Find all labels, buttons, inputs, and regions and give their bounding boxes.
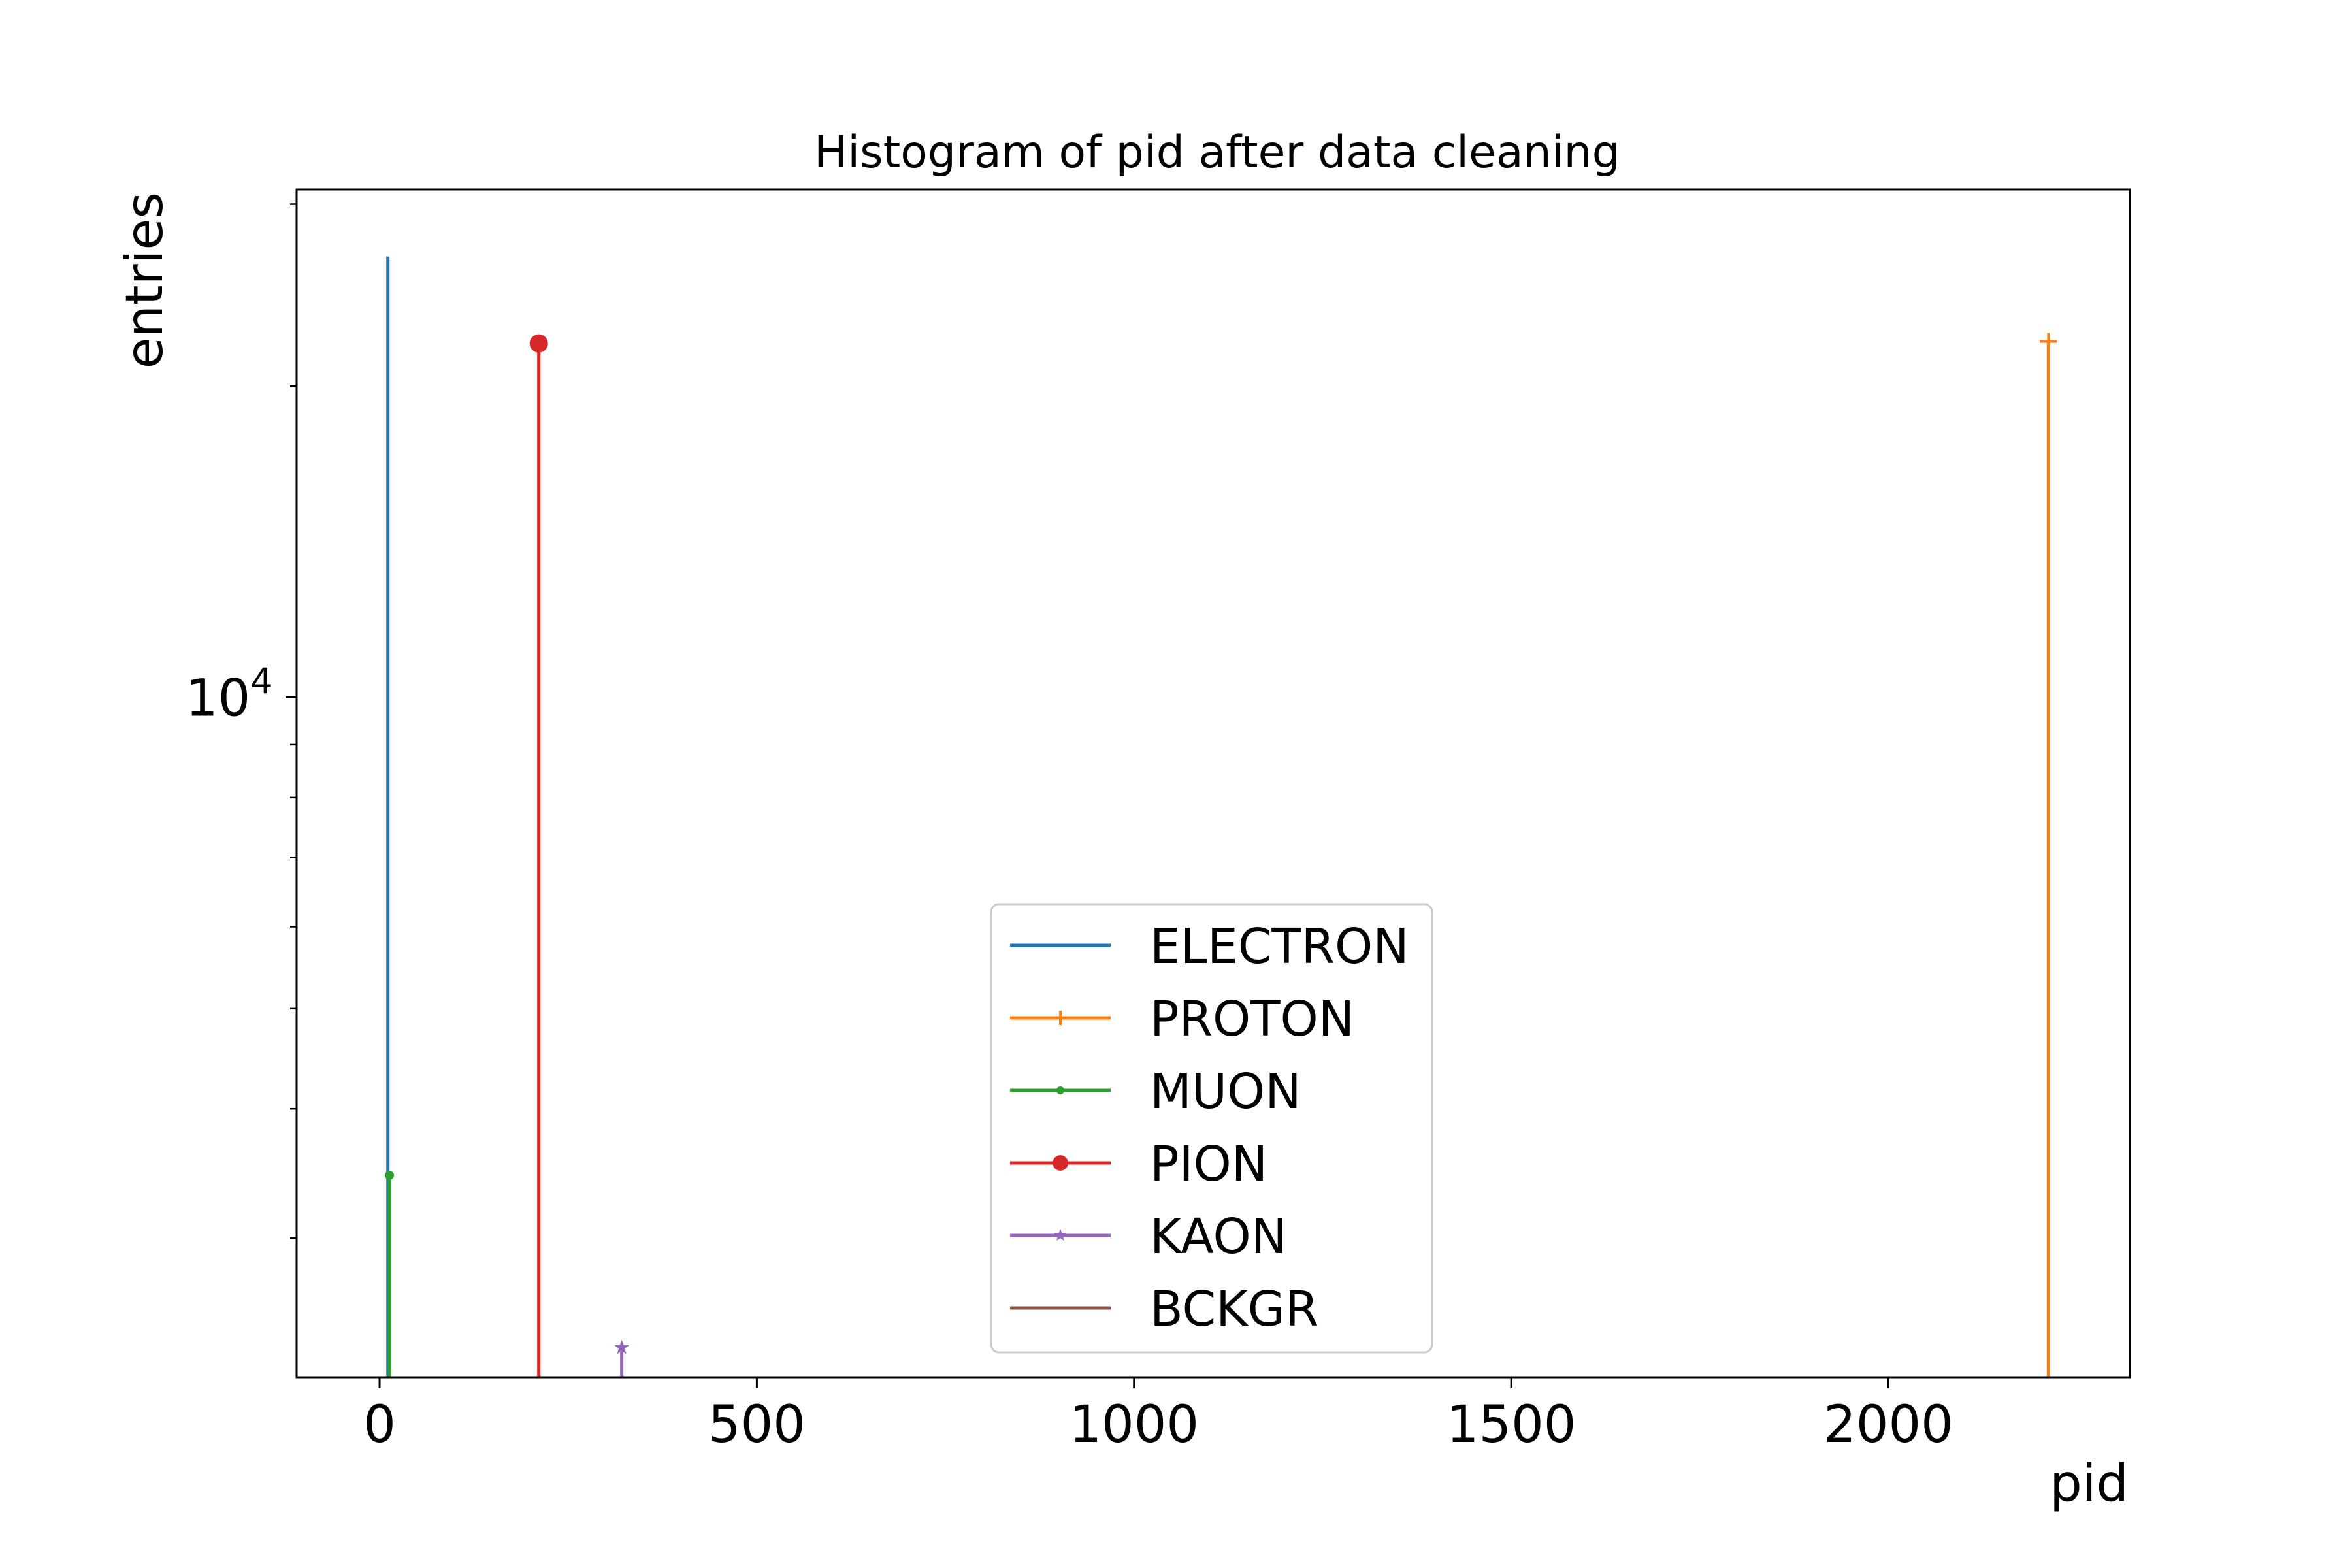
plot-frame — [295, 188, 2131, 1379]
legend-marker-proton — [1053, 1010, 1068, 1026]
legend-label-muon: MUON — [1150, 1064, 1301, 1120]
x-tick-label: 0 — [363, 1396, 396, 1454]
legend-marker-pion — [1053, 1155, 1068, 1171]
x-axis-label: pid — [2050, 1454, 2129, 1513]
legend-label-bckgr: BCKGR — [1150, 1281, 1318, 1337]
legend-label-pion: PION — [1150, 1136, 1267, 1192]
y-tick-label: 104 — [186, 661, 273, 728]
x-axis: 0 500 1000 1500 2000 — [363, 1377, 1953, 1454]
legend-marker-muon — [1056, 1086, 1064, 1094]
x-tick-label: 1500 — [1446, 1396, 1576, 1454]
legend-label-proton: PROTON — [1150, 991, 1354, 1047]
series-marker-kaon — [614, 1339, 630, 1354]
x-tick-label: 1000 — [1069, 1396, 1199, 1454]
legend-label-electron: ELECTRON — [1150, 919, 1409, 975]
legend-label-kaon: KAON — [1150, 1209, 1287, 1265]
series-markers — [385, 333, 2057, 1354]
y-axis: 104 — [186, 203, 297, 1239]
chart-title: Histogram of pid after data cleaning — [814, 127, 1620, 178]
plot-area — [385, 256, 2057, 1377]
legend-marker-kaon — [1054, 1228, 1067, 1241]
x-tick-label: 2000 — [1823, 1396, 1953, 1454]
series-marker-muon — [385, 1170, 395, 1180]
legend: ELECTRON PROTON MUON PION KAON BCKGR — [990, 903, 1433, 1354]
series-marker-pion — [529, 334, 548, 353]
series-stems — [386, 256, 2050, 1377]
series-marker-proton — [2040, 333, 2057, 350]
x-tick-label: 500 — [708, 1396, 806, 1454]
y-axis-label: entries — [116, 192, 174, 368]
